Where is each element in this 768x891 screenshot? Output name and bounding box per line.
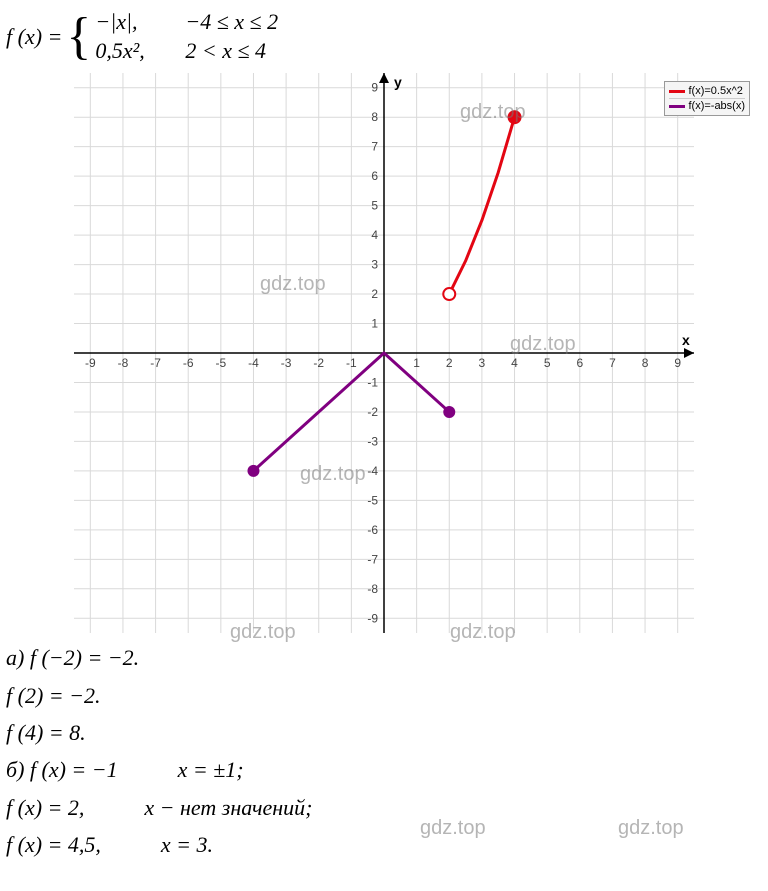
chart-container: -9 -8 -7 -6 -5 -4 -3 -2 -1 1 2 3 4 5 6 7 8 9 -9 -8 -7 -6 -5 -4 -… [0, 73, 768, 633]
legend-swatch-2 [669, 105, 685, 108]
svg-text:5: 5 [544, 356, 551, 370]
legend-row: f(x)=0.5x^2 [669, 84, 745, 98]
legend-row: f(x)=-abs(x) [669, 98, 745, 113]
answer-b3: f (x) = 4,5, x = 3. [6, 826, 768, 863]
svg-text:-7: -7 [367, 553, 378, 567]
piece1-expr: −|x|, [95, 8, 185, 37]
svg-text:-2: -2 [367, 405, 378, 419]
svg-text:-8: -8 [367, 582, 378, 596]
answers-block: а) f (−2) = −2. f (2) = −2. f (4) = 8. б… [0, 633, 768, 863]
svg-text:4: 4 [511, 356, 518, 370]
lhs: f (x) = [6, 24, 62, 50]
svg-text:1: 1 [371, 317, 378, 331]
svg-text:-2: -2 [313, 356, 324, 370]
legend-swatch-1 [669, 90, 685, 93]
svg-text:8: 8 [371, 110, 378, 124]
answer-a2: f (2) = −2. [6, 677, 768, 714]
svg-text:2: 2 [446, 356, 453, 370]
legend-label-2: f(x)=-abs(x) [688, 100, 745, 112]
svg-text:-1: -1 [346, 356, 357, 370]
svg-text:y: y [394, 74, 402, 90]
svg-text:-9: -9 [85, 356, 96, 370]
svg-text:7: 7 [371, 140, 378, 154]
svg-text:6: 6 [576, 356, 583, 370]
svg-text:4: 4 [371, 228, 378, 242]
svg-text:-5: -5 [367, 494, 378, 508]
legend-label-1: f(x)=0.5x^2 [688, 85, 742, 97]
function-graph: -9 -8 -7 -6 -5 -4 -3 -2 -1 1 2 3 4 5 6 7 8 9 -9 -8 -7 -6 -5 -4 -… [74, 73, 694, 633]
answer-a3: f (4) = 8. [6, 714, 768, 751]
piece1-domain: −4 ≤ x ≤ 2 [185, 8, 345, 37]
svg-text:-1: -1 [367, 376, 378, 390]
svg-text:6: 6 [371, 169, 378, 183]
svg-text:8: 8 [642, 356, 649, 370]
svg-text:3: 3 [371, 258, 378, 272]
chart-legend: f(x)=0.5x^2 f(x)=-abs(x) [664, 81, 750, 116]
svg-text:7: 7 [609, 356, 616, 370]
svg-text:-6: -6 [183, 356, 194, 370]
svg-text:-4: -4 [248, 356, 259, 370]
svg-text:-6: -6 [367, 523, 378, 537]
svg-text:3: 3 [479, 356, 486, 370]
answer-b2: f (x) = 2, x − нет значений; [6, 789, 768, 826]
svg-text:x: x [682, 332, 690, 348]
svg-text:-3: -3 [281, 356, 292, 370]
left-brace: { [66, 15, 91, 59]
svg-text:-7: -7 [150, 356, 161, 370]
piece2-domain: 2 < x ≤ 4 [185, 37, 345, 66]
svg-text:-8: -8 [118, 356, 129, 370]
svg-text:2: 2 [371, 287, 378, 301]
svg-text:-9: -9 [367, 611, 378, 625]
pieces: −|x|, −4 ≤ x ≤ 2 0,5x², 2 < x ≤ 4 [95, 8, 345, 65]
svg-text:5: 5 [371, 199, 378, 213]
answer-b1: б) f (x) = −1 x = ±1; [6, 751, 768, 788]
piece2-expr: 0,5x², [95, 37, 185, 66]
svg-text:9: 9 [371, 81, 378, 95]
svg-text:-3: -3 [367, 435, 378, 449]
svg-text:9: 9 [674, 356, 681, 370]
svg-text:-5: -5 [216, 356, 227, 370]
svg-text:-4: -4 [367, 464, 378, 478]
piecewise-definition: f (x) = { −|x|, −4 ≤ x ≤ 2 0,5x², 2 < x … [0, 0, 768, 73]
svg-text:1: 1 [413, 356, 420, 370]
answer-a1: а) f (−2) = −2. [6, 639, 768, 676]
